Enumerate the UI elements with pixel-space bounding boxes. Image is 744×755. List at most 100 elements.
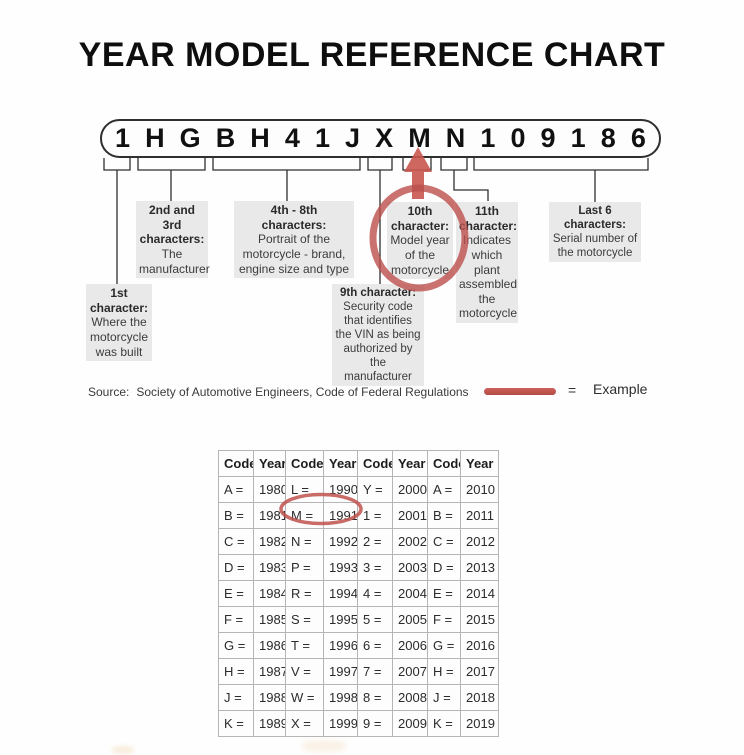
- table-cell: F =: [427, 606, 461, 633]
- table-row: K = 1989 X = 1999 9 = 2009 K = 2019: [218, 710, 499, 737]
- table-cell: 2015: [460, 606, 499, 633]
- table-cell: A =: [427, 476, 461, 503]
- table-cell: B =: [427, 502, 461, 529]
- vin-character: 1: [314, 123, 330, 153]
- table-cell: C =: [218, 528, 254, 555]
- table-cell: 2013: [460, 554, 499, 581]
- table-cell: 1985: [253, 606, 286, 633]
- table-cell: 2004: [392, 580, 428, 607]
- table-cell: 1987: [253, 658, 286, 685]
- table-cell: L =: [285, 476, 324, 503]
- callout-2nd-3rd-characters: 2nd and 3rd characters: The manufacturer: [136, 201, 210, 279]
- callout-body: Indicates which plant assembled the moto…: [459, 233, 518, 321]
- source-label: Source:: [88, 385, 130, 399]
- table-row: H = 1987 V = 1997 7 = 2007 H = 2017: [218, 658, 499, 685]
- callout-10th-character: 10th character: Model year of the motorc…: [387, 202, 453, 280]
- table-row: B = 1981 M = 1991 1 = 2001 B = 2011: [218, 502, 499, 529]
- table-cell: X =: [285, 710, 324, 737]
- table-header-cell: Code: [285, 450, 324, 477]
- table-cell: 1 =: [357, 502, 393, 529]
- callout-heading: Last 6 characters:: [563, 205, 626, 232]
- bracket-last-6-characters: [473, 158, 649, 202]
- table-row: J = 1988 W = 1998 8 = 2008 J = 2018: [218, 684, 499, 711]
- vin-character: 1: [480, 123, 496, 153]
- table-cell: 1983: [253, 554, 286, 581]
- table-cell: 3 =: [357, 554, 393, 581]
- table-cell: 1990: [323, 476, 358, 503]
- table-cell: E =: [427, 580, 461, 607]
- table-cell: 6 =: [357, 632, 393, 659]
- vin-character: N: [445, 123, 466, 153]
- example-line-swatch: [484, 388, 556, 395]
- vin-character: 1: [570, 123, 586, 153]
- table-header-row: CodeYearCodeYearCodeYearCodeYear: [218, 450, 499, 477]
- cutoff-artifact: [112, 746, 134, 754]
- bracket-2nd-3rd-characters: [137, 158, 206, 201]
- table-header-cell: Year: [392, 450, 428, 477]
- table-cell: 2007: [392, 658, 428, 685]
- table-cell: 1997: [323, 658, 358, 685]
- table-cell: 2005: [392, 606, 428, 633]
- table-cell: G =: [218, 632, 254, 659]
- callout-last-6-characters: Last 6 characters: Serial number of the …: [549, 202, 641, 263]
- callout-heading: 11th character:: [459, 204, 518, 233]
- vin-character: 8: [600, 123, 616, 153]
- table-cell: T =: [285, 632, 324, 659]
- table-cell: 1995: [323, 606, 358, 633]
- table-cell: D =: [427, 554, 461, 581]
- table-cell: 1994: [323, 580, 358, 607]
- table-cell: 2017: [460, 658, 499, 685]
- table-cell: H =: [218, 658, 254, 685]
- vin-character: 0: [510, 123, 526, 153]
- table-cell: 1993: [323, 554, 358, 581]
- table-cell: M =: [285, 502, 324, 529]
- source-line: Source: Society of Automotive Engineers, …: [88, 385, 469, 399]
- table-cell: 1988: [253, 684, 286, 711]
- table-cell: 1989: [253, 710, 286, 737]
- vin-character: 1: [115, 123, 131, 153]
- vin-character: G: [179, 123, 201, 153]
- table-cell: Y =: [357, 476, 393, 503]
- table-cell: K =: [218, 710, 254, 737]
- table-cell: 1991: [323, 502, 358, 529]
- table-cell: 2014: [460, 580, 499, 607]
- table-cell: R =: [285, 580, 324, 607]
- table-cell: 2010: [460, 476, 499, 503]
- vin-character: M: [408, 123, 431, 153]
- callout-body: Where the motorcycle was built: [89, 315, 148, 359]
- vin-character: 4: [284, 123, 300, 153]
- table-cell: 1996: [323, 632, 358, 659]
- callout-heading: 9th character:: [339, 287, 417, 299]
- callout-body: Model year of the motorcycle: [390, 233, 450, 277]
- page-title: YEAR MODEL REFERENCE CHART: [78, 36, 666, 74]
- bracket-4th-8th-characters: [212, 158, 361, 201]
- table-header-cell: Year: [253, 450, 286, 477]
- table-cell: 7 =: [357, 658, 393, 685]
- table-row: G = 1986 T = 1996 6 = 2006 G = 2016: [218, 632, 499, 659]
- table-row: A = 1980 L = 1990 Y = 2000 A = 2010: [218, 476, 499, 503]
- table-cell: 4 =: [357, 580, 393, 607]
- vin-character: 9: [540, 123, 556, 153]
- table-cell: D =: [218, 554, 254, 581]
- callout-4th-8th-characters: 4th - 8th characters: Portrait of the mo…: [234, 201, 354, 279]
- table-cell: J =: [218, 684, 254, 711]
- table-cell: 1986: [253, 632, 286, 659]
- table-header-cell: Year: [460, 450, 499, 477]
- table-header-cell: Code: [357, 450, 393, 477]
- table-cell: 2003: [392, 554, 428, 581]
- table-cell: 5 =: [357, 606, 393, 633]
- callout-11th-character: 11th character: Indicates which plant as…: [456, 202, 518, 323]
- table-cell: S =: [285, 606, 324, 633]
- table-cell: 1999: [323, 710, 358, 737]
- table-cell: 1982: [253, 528, 286, 555]
- callout-heading: 4th - 8th characters:: [261, 203, 327, 232]
- table-cell: 2006: [392, 632, 428, 659]
- callout-9th-character: 9th character: Security code that identi…: [332, 284, 424, 387]
- vin-character: H: [250, 123, 270, 153]
- table-header-cell: Code: [427, 450, 461, 477]
- table-cell: P =: [285, 554, 324, 581]
- table-cell: 1992: [323, 528, 358, 555]
- table-cell: B =: [218, 502, 254, 529]
